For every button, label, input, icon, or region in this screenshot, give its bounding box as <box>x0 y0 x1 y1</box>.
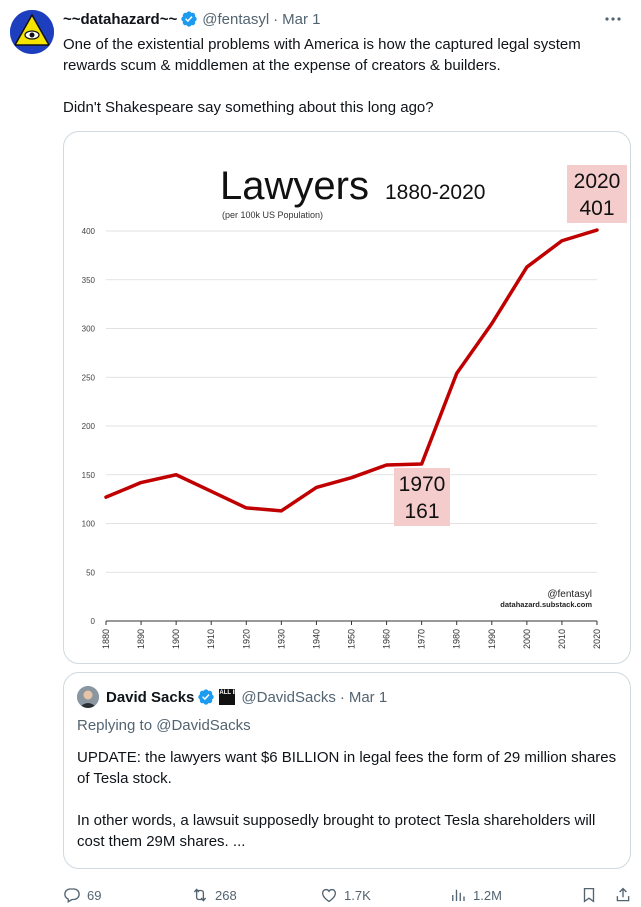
affiliate-badge: ALL IN <box>219 689 239 705</box>
chart-title-suffix: 1880-2020 <box>385 181 485 204</box>
share-button[interactable] <box>614 885 638 905</box>
annotation-box <box>394 468 450 526</box>
reply-count: 69 <box>87 887 102 903</box>
like-count: 1.7K <box>344 887 371 903</box>
tweet-paragraph: One of the existential problems with Ame… <box>63 36 581 74</box>
more-icon[interactable] <box>603 9 623 29</box>
x-tick-label: 1990 <box>487 629 497 649</box>
like-button[interactable]: 1.7K <box>320 885 371 905</box>
annotation-value: 401 <box>579 197 614 220</box>
share-icon <box>616 887 630 902</box>
y-tick-label: 0 <box>91 617 96 626</box>
quote-paragraph: In other words, a lawsuit supposedly bro… <box>77 812 596 850</box>
x-tick-label: 2020 <box>592 629 602 649</box>
repost-icon <box>193 888 207 902</box>
action-bar: 69 268 1.7K 1.2M <box>63 885 631 905</box>
chart-title: Lawyers <box>220 164 369 208</box>
annotation-box <box>567 165 627 223</box>
separator-dot: · <box>273 10 279 28</box>
x-tick-label: 1920 <box>241 629 251 649</box>
y-tick-label: 250 <box>82 373 96 382</box>
annotation-year: 1970 <box>399 473 446 496</box>
views-button[interactable]: 1.2M <box>449 885 502 905</box>
x-tick-label: 1910 <box>206 629 216 649</box>
author-avatar[interactable] <box>10 10 54 54</box>
repost-count: 268 <box>215 887 237 903</box>
verified-badge-icon <box>198 689 215 705</box>
author-name[interactable]: ~~datahazard~~ <box>63 10 178 28</box>
repost-button[interactable]: 268 <box>191 885 237 905</box>
like-icon <box>321 888 337 903</box>
x-tick-label: 1950 <box>347 629 357 649</box>
chart-subtitle: (per 100k US Population) <box>222 210 323 220</box>
bookmark-button[interactable] <box>580 885 604 905</box>
author-handle[interactable]: @fentasyl <box>202 10 270 28</box>
separator-dot: · <box>339 688 345 706</box>
quote-avatar[interactable] <box>77 686 99 708</box>
x-tick-label: 1900 <box>171 629 181 649</box>
series-line <box>104 228 599 513</box>
x-tick-label: 2000 <box>522 629 532 649</box>
x-tick-label: 1940 <box>311 629 321 649</box>
tweet-paragraph: Didn't Shakespeare say something about t… <box>63 99 434 116</box>
annotation-year: 2020 <box>574 170 621 193</box>
credit-handle: @fentasyl <box>547 589 592 600</box>
verified-badge-icon <box>181 11 197 27</box>
annotation-value: 161 <box>404 500 439 523</box>
lawyers-chart: Lawyers 1880-2020 (per 100k US Populatio… <box>82 164 627 649</box>
quote-author-handle[interactable]: @DavidSacks <box>241 688 336 706</box>
x-tick-label: 1880 <box>101 629 111 649</box>
x-tick-label: 1890 <box>136 629 146 649</box>
y-tick-label: 300 <box>82 325 96 334</box>
quote-author-name[interactable]: David Sacks <box>106 688 195 706</box>
views-icon <box>452 889 465 901</box>
quote-date[interactable]: Mar 1 <box>348 688 388 706</box>
bookmark-icon <box>583 887 595 903</box>
quote-header: David Sacks ALL IN @DavidSacks · Mar 1 <box>77 686 387 708</box>
x-tick-label: 1930 <box>276 629 286 649</box>
tweet-text: One of the existential problems with Ame… <box>63 34 638 118</box>
y-tick-label: 50 <box>86 568 95 577</box>
reply-button[interactable]: 69 <box>63 885 101 905</box>
replying-to: Replying to @DavidSacks <box>77 717 251 734</box>
y-tick-label: 350 <box>82 276 96 285</box>
quote-text: UPDATE: the lawyers want $6 BILLION in l… <box>77 747 617 852</box>
views-count: 1.2M <box>473 887 502 903</box>
x-tick-label: 2010 <box>557 629 567 649</box>
y-tick-label: 200 <box>82 422 96 431</box>
y-tick-label: 150 <box>82 471 96 480</box>
tweet-date[interactable]: Mar 1 <box>282 10 321 28</box>
quoted-tweet[interactable]: David Sacks ALL IN @DavidSacks · Mar 1 R… <box>63 672 631 869</box>
y-tick-label: 400 <box>82 227 96 236</box>
x-tick-label: 1980 <box>452 629 462 649</box>
y-tick-label: 100 <box>82 520 96 529</box>
credit-site: datahazard.substack.com <box>500 600 592 609</box>
quote-paragraph: UPDATE: the lawyers want $6 BILLION in l… <box>77 749 617 787</box>
tweet-media-chart[interactable]: Lawyers 1880-2020 (per 100k US Populatio… <box>63 131 631 664</box>
x-tick-label: 1970 <box>417 629 427 649</box>
x-tick-label: 1960 <box>382 629 392 649</box>
reply-icon <box>64 888 80 903</box>
tweet-header: ~~datahazard~~ @fentasyl · Mar 1 <box>63 8 321 30</box>
